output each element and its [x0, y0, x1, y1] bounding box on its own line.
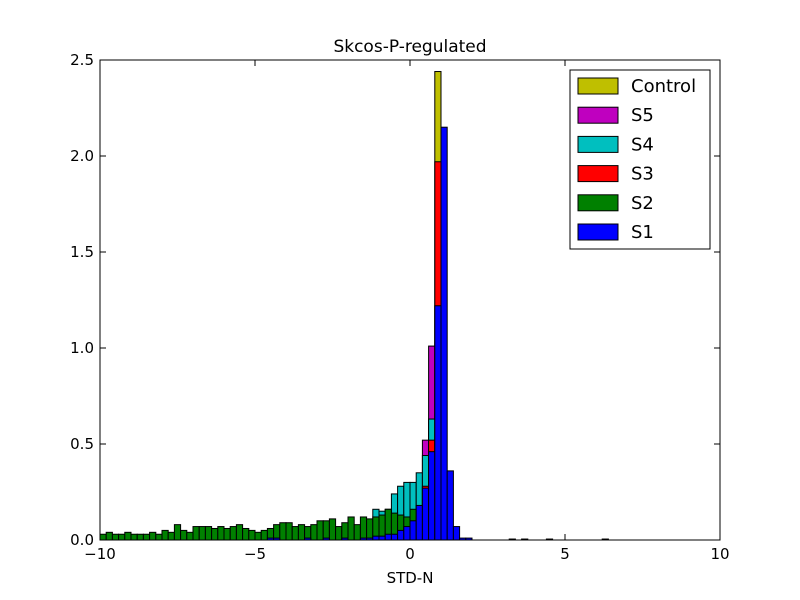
- x-axis-label: STD-N: [387, 569, 434, 587]
- bar-s2-9: [155, 533, 163, 541]
- bar-s2-39: [341, 522, 349, 541]
- bar-s2-25: [254, 531, 262, 541]
- y-tick-label: 2.0: [70, 147, 94, 165]
- bar-s2-24: [248, 529, 256, 541]
- bar-s1-16: [428, 451, 436, 541]
- legend-box: [569, 69, 711, 250]
- y-tick-label: 1.5: [70, 243, 94, 261]
- bar-s1-14: [415, 504, 423, 541]
- y-axis: 0.0 0.5 1.0 1.5 2.0 2.5: [70, 51, 720, 549]
- bar-s1-10: [390, 533, 399, 541]
- bar-s2-30: [285, 522, 293, 541]
- bar-s2-12: [173, 524, 182, 541]
- bar-s2-2: [111, 533, 120, 541]
- bar-s2-17: [204, 526, 213, 541]
- bar-s2-16: [198, 526, 206, 541]
- legend-label-s2: S2: [631, 193, 654, 214]
- legend-swatch-s2: [577, 194, 619, 212]
- bar-s1-13: [409, 520, 417, 541]
- x-tick-label: −5: [244, 545, 266, 563]
- x-tick-label: −10: [84, 545, 116, 563]
- bar-s2-38: [335, 526, 343, 541]
- bar-s1-12: [403, 526, 411, 541]
- bar-s1-7: [372, 535, 380, 541]
- bar-s2-43: [366, 518, 374, 541]
- legend-swatch-s5: [577, 106, 619, 124]
- bar-s2-10: [161, 529, 169, 541]
- bar-s1-20: [452, 526, 461, 541]
- bar-s2-14: [186, 531, 194, 541]
- bar-s2-34: [310, 524, 318, 541]
- legend-label-s5: S5: [631, 105, 654, 126]
- bar-s1-11: [397, 529, 405, 541]
- bar-s1-8: [378, 535, 386, 541]
- x-tick-label: 0: [405, 545, 415, 563]
- bar-s2-3: [118, 533, 126, 541]
- bar-s2-1: [105, 531, 113, 541]
- bar-s2-22: [235, 524, 244, 541]
- y-tick-label: 1.0: [70, 339, 94, 357]
- bar-s2-37: [328, 518, 337, 541]
- y-tick-label: 0.0: [70, 531, 94, 549]
- bar-s2-42: [359, 516, 368, 541]
- bar-s2-21: [229, 526, 237, 541]
- legend-label-s3: S3: [631, 164, 654, 185]
- legend-label-control: Control: [631, 76, 696, 97]
- bar-s2-6: [136, 533, 144, 541]
- y-tick-label: 0.5: [70, 435, 94, 453]
- plot-frame: [99, 59, 721, 541]
- bar-s2-13: [180, 529, 188, 541]
- bar-s2-29: [279, 522, 287, 541]
- bar-s2-32: [297, 524, 306, 541]
- chart-title: Skcos-P-regulated: [333, 37, 486, 57]
- bar-s2-18: [211, 527, 219, 541]
- bar-s2-7: [142, 533, 151, 541]
- bar-s2-41: [353, 524, 361, 541]
- bar-s2-20: [223, 527, 231, 541]
- bar-s2-19: [217, 526, 225, 541]
- legend-swatch-s3: [577, 165, 619, 183]
- bar-s2-26: [260, 529, 268, 541]
- legend-swatch-control: [577, 77, 619, 95]
- bar-s2-4: [124, 531, 132, 541]
- bar-s2-35: [316, 520, 324, 541]
- bar-s2-36: [322, 520, 330, 541]
- bar-s2-5: [130, 533, 138, 541]
- bar-s2-15: [192, 526, 200, 541]
- bar-s1-19: [446, 470, 454, 541]
- bar-s1-9: [384, 533, 392, 541]
- legend-label-s4: S4: [631, 134, 654, 155]
- y-tick-label: 2.5: [70, 51, 94, 69]
- legend-swatch-s1: [577, 223, 619, 241]
- legend-label-s1: S1: [631, 222, 654, 243]
- bar-s2-40: [347, 516, 355, 541]
- x-axis: −10 −5 0 5 10: [84, 60, 730, 563]
- bar-s2-0: [99, 533, 107, 541]
- x-tick-label: 5: [560, 545, 570, 563]
- bar-s2-8: [149, 531, 157, 541]
- bar-s2-31: [291, 526, 299, 541]
- x-tick-label: 10: [710, 545, 729, 563]
- bar-s1-15: [421, 487, 430, 541]
- legend-swatch-s4: [577, 135, 619, 153]
- bar-s2-23: [242, 527, 250, 541]
- bar-s1-18: [440, 126, 448, 541]
- bar-s2-11: [167, 531, 175, 541]
- legend: Control S5 S4 S3 S2 S1: [569, 69, 711, 250]
- bar-s1-17: [434, 305, 442, 541]
- histogram-bars: [99, 71, 609, 541]
